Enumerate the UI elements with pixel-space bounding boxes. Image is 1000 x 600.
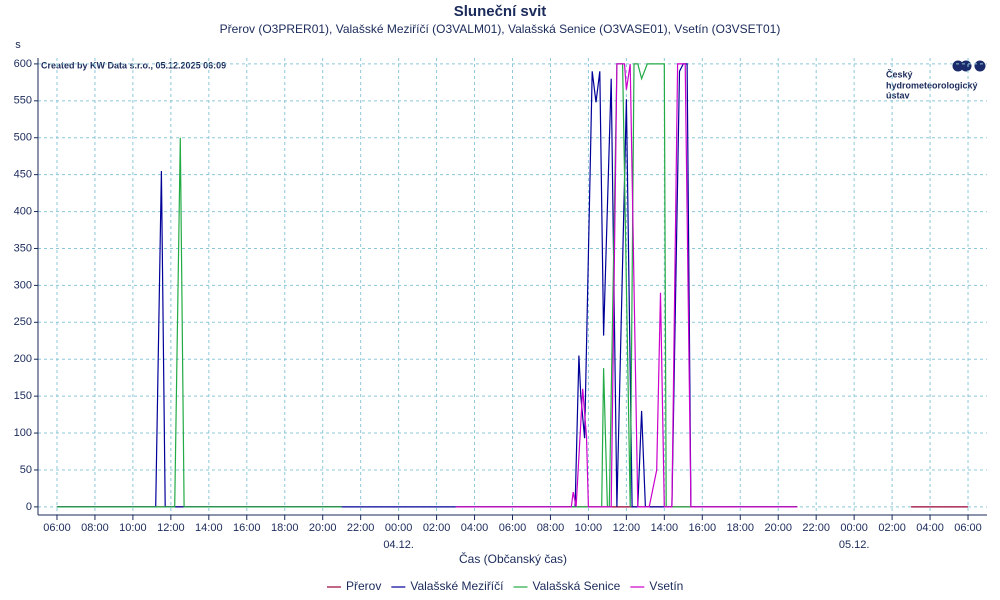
legend-label: Přerov bbox=[346, 579, 381, 593]
y-tick-label: 250 bbox=[14, 316, 32, 328]
x-tick-label: 20:00 bbox=[309, 522, 337, 534]
logo-dot bbox=[952, 60, 964, 72]
x-tick-label: 08:00 bbox=[81, 522, 109, 534]
y-tick-label: 50 bbox=[20, 464, 32, 476]
x-tick-label: 14:00 bbox=[651, 522, 679, 534]
x-date-label: 04.12. bbox=[383, 539, 414, 551]
x-tick-label: 06:00 bbox=[43, 522, 71, 534]
x-tick-label: 02:00 bbox=[878, 522, 906, 534]
y-tick-label: 450 bbox=[14, 169, 32, 181]
y-tick-label: 300 bbox=[14, 279, 32, 291]
y-tick-label: 550 bbox=[14, 95, 32, 107]
x-tick-label: 16:00 bbox=[233, 522, 261, 534]
y-tick-label: 0 bbox=[26, 501, 32, 513]
chart-subtitle: Přerov (O3PRER01), Valašské Meziříčí (O3… bbox=[220, 22, 781, 36]
x-date-label: 05.12. bbox=[839, 539, 870, 551]
logo-text: Český bbox=[886, 68, 913, 79]
logo-text: hydrometeorologický bbox=[886, 80, 978, 90]
y-tick-label: 150 bbox=[14, 390, 32, 402]
x-tick-label: 06:00 bbox=[499, 522, 527, 534]
x-tick-label: 00:00 bbox=[385, 522, 413, 534]
y-tick-label: 200 bbox=[14, 353, 32, 365]
x-tick-label: 18:00 bbox=[271, 522, 299, 534]
x-tick-label: 20:00 bbox=[764, 522, 792, 534]
y-tick-label: 100 bbox=[14, 427, 32, 439]
x-tick-label: 04:00 bbox=[461, 522, 489, 534]
series-line bbox=[57, 63, 798, 508]
x-tick-label: 08:00 bbox=[537, 522, 565, 534]
x-tick-label: 22:00 bbox=[347, 522, 375, 534]
x-tick-label: 10:00 bbox=[575, 522, 603, 534]
x-tick-label: 16:00 bbox=[689, 522, 717, 534]
logo-dot bbox=[960, 60, 972, 72]
x-tick-label: 00:00 bbox=[840, 522, 868, 534]
y-unit: s bbox=[15, 39, 21, 51]
x-tick-label: 10:00 bbox=[119, 522, 147, 534]
legend-label: Vsetín bbox=[649, 579, 683, 593]
series-line bbox=[455, 63, 798, 508]
chart-title: Sluneční svit bbox=[454, 3, 547, 20]
annotation: Created by KW Data s.r.o., 05.12.2025 06… bbox=[41, 60, 226, 70]
legend-label: Valašské Meziříčí bbox=[410, 579, 504, 593]
x-tick-label: 12:00 bbox=[157, 522, 185, 534]
logo-dot bbox=[974, 60, 986, 72]
legend-label: Valašská Senice bbox=[532, 579, 620, 593]
x-tick-label: 18:00 bbox=[726, 522, 754, 534]
x-tick-label: 22:00 bbox=[802, 522, 830, 534]
x-tick-label: 14:00 bbox=[195, 522, 223, 534]
logo-text: ústav bbox=[886, 90, 910, 100]
x-tick-label: 02:00 bbox=[423, 522, 451, 534]
y-tick-label: 400 bbox=[14, 205, 32, 217]
x-tick-label: 12:00 bbox=[613, 522, 641, 534]
y-tick-label: 500 bbox=[14, 132, 32, 144]
x-tick-label: 04:00 bbox=[916, 522, 944, 534]
y-tick-label: 350 bbox=[14, 242, 32, 254]
logo: Český hydrometeorologický ústav bbox=[886, 60, 986, 100]
x-axis-label: Čas (Občanský čas) bbox=[459, 551, 567, 566]
x-tick-label: 06:00 bbox=[954, 522, 982, 534]
y-tick-label: 600 bbox=[14, 58, 32, 70]
